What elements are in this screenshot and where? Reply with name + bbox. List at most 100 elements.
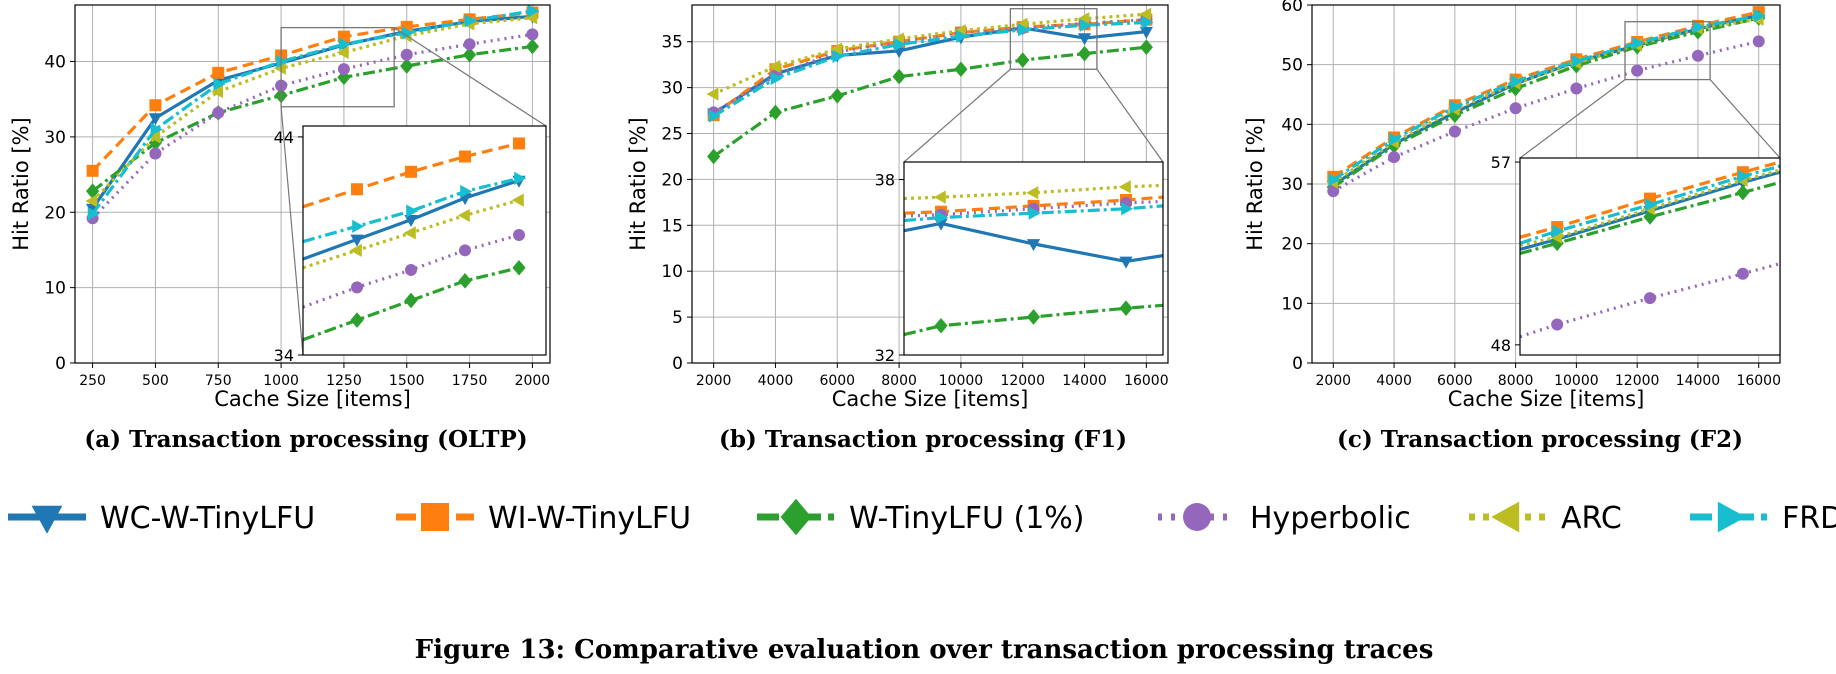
- data-point: [1632, 36, 1645, 50]
- legend-label: WI-W-TinyLFU: [488, 501, 691, 536]
- legend-label: ARC: [1561, 501, 1622, 536]
- data-point: [150, 122, 163, 136]
- inset-data-point: [936, 210, 949, 225]
- data-point: [830, 88, 844, 104]
- inset-data-point: [351, 183, 363, 196]
- inset-data-point: [404, 214, 418, 227]
- y-tick-label: 60: [1281, 0, 1303, 16]
- data-point: [1077, 33, 1092, 46]
- series-line: [712, 18, 1147, 114]
- inset-data-point: [1119, 256, 1133, 269]
- data-point: [768, 104, 783, 121]
- data-point: [1077, 45, 1092, 62]
- data-point: [1450, 100, 1463, 114]
- inset-data-point: [351, 281, 363, 294]
- data-point: [1571, 54, 1584, 68]
- inset-data-point: [1121, 202, 1134, 216]
- inset-data-point: [1643, 209, 1657, 225]
- legend-marker: [1491, 501, 1520, 533]
- data-point: [832, 49, 845, 64]
- x-tick-label: 2000: [696, 373, 732, 389]
- zoom-box: [280, 26, 395, 108]
- x-tick-label: 2000: [515, 373, 551, 389]
- y-tick-label: 30: [44, 128, 66, 148]
- data-point: [1139, 39, 1153, 56]
- y-tick-label: 40: [44, 53, 66, 73]
- y-tick-label: 5: [672, 308, 683, 328]
- y-tick-label: 40: [1281, 115, 1303, 135]
- series-line: [1332, 39, 1760, 193]
- inset-series-line: [904, 303, 1163, 337]
- data-point: [273, 61, 286, 75]
- data-point: [707, 148, 721, 165]
- x-tick-label: 1750: [452, 373, 488, 389]
- inset-data-point: [1645, 198, 1658, 212]
- series-line: [1332, 10, 1760, 179]
- y-tick-label: 10: [661, 262, 683, 282]
- inset-plot: [303, 137, 527, 342]
- inset-plot: [1520, 160, 1780, 339]
- data-point: [526, 28, 539, 41]
- legend-label: Hyperbolic: [1250, 501, 1411, 536]
- y-tick-label: 10: [44, 279, 66, 299]
- inset-data-point: [1551, 318, 1564, 331]
- data-point: [830, 42, 843, 56]
- figure-caption: Figure 13: Comparative evaluation over t…: [415, 635, 1434, 665]
- legend-item: WC-W-TinyLFU: [8, 501, 315, 536]
- x-tick-label: 12000: [1615, 373, 1660, 389]
- x-tick-label: 1000: [263, 373, 299, 389]
- x-tick-label: 750: [205, 373, 232, 389]
- zoom-connector: [280, 106, 304, 356]
- x-tick-label: 14000: [1676, 373, 1721, 389]
- inset-series-line: [303, 141, 520, 209]
- inset-y-tick-label: 57: [1491, 153, 1511, 172]
- data-point: [1389, 132, 1402, 146]
- data-point: [1570, 82, 1583, 95]
- panel-a: 250 500 750 1000 1250 1500 1750 2000 0 10 20 30 40 Ca…: [9, 4, 551, 411]
- inset-y-tick-label: 38: [875, 171, 895, 190]
- data-point: [213, 77, 226, 91]
- x-tick-label: 1250: [326, 373, 362, 389]
- data-point: [464, 14, 477, 28]
- y-tick-label: 20: [661, 170, 683, 190]
- inset-data-point: [459, 244, 471, 257]
- inset-data-point: [404, 292, 418, 309]
- data-point: [85, 194, 98, 208]
- legend-marker: [421, 503, 449, 531]
- zoom-connector: [1709, 79, 1781, 159]
- inset-frame: [1519, 157, 1781, 356]
- series-line: [1332, 17, 1759, 184]
- inset-data-point: [933, 190, 946, 204]
- inset-data-point: [406, 204, 419, 218]
- data-point: [1139, 26, 1153, 39]
- y-axis-label: Hit Ratio [%]: [1243, 117, 1267, 250]
- x-tick-label: 4000: [1376, 373, 1412, 389]
- data-point: [894, 37, 907, 52]
- series-line: [91, 10, 533, 172]
- data-point: [1693, 20, 1706, 34]
- inset-data-point: [1119, 300, 1133, 317]
- inset-data-point: [511, 193, 524, 207]
- y-tick-label: 20: [44, 203, 66, 223]
- inset-data-point: [350, 312, 364, 328]
- inset-series-line: [1520, 180, 1780, 255]
- inset-frame: [903, 161, 1164, 356]
- zoom-box: [1624, 21, 1711, 81]
- inset-data-point: [1736, 267, 1749, 280]
- data-point: [525, 11, 538, 25]
- panel-b: 2000 4000 6000 8000 10000 12000 14000 16000 0 5 10…: [626, 4, 1169, 411]
- inset-series-line: [1520, 160, 1780, 239]
- inset-background: [303, 126, 546, 355]
- inset-data-point: [457, 208, 470, 223]
- zoom-box: [1009, 8, 1098, 70]
- data-point: [337, 63, 350, 76]
- inset-data-point: [1644, 292, 1656, 305]
- inset-data-point: [1028, 206, 1041, 220]
- data-point: [85, 183, 100, 199]
- series-line: [1332, 14, 1760, 182]
- data-point: [148, 113, 163, 126]
- x-tick-label: 1500: [389, 373, 425, 389]
- series-line: [91, 9, 533, 215]
- data-point: [1327, 185, 1340, 198]
- legend-item: ARC: [1469, 501, 1622, 536]
